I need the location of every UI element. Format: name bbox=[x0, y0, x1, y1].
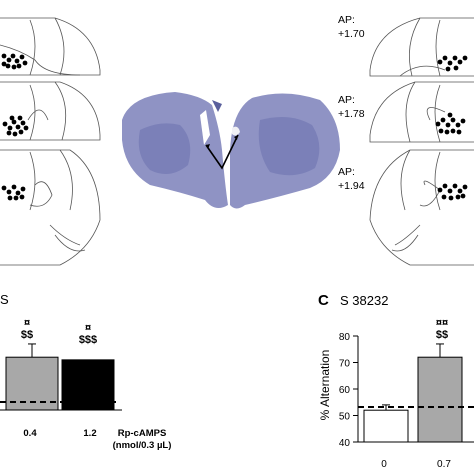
panel-c-letter: C bbox=[318, 292, 329, 309]
left-atlas-sections bbox=[0, 17, 101, 266]
panel-c-bar-2 bbox=[417, 356, 463, 443]
panel-c-y-tick-label: 40 bbox=[339, 438, 351, 449]
panel-c-annot-symbol: ¤¤ bbox=[436, 317, 448, 329]
ap-value-3: +1.94 bbox=[338, 180, 365, 192]
panel-c-y-label: % Alternation bbox=[318, 350, 332, 421]
panel-c-y-tick-label: 70 bbox=[339, 359, 351, 370]
panel-b-x-tick-2: 1.2 bbox=[83, 428, 96, 439]
left-injection-dots bbox=[1, 53, 29, 201]
panel-b-drug-label: Rp-cAMPS bbox=[118, 428, 167, 439]
panel-c-x-tick-1: 0 bbox=[381, 459, 387, 470]
right-atlas-sections bbox=[369, 17, 474, 266]
panel-b-annot-1-sub: $$ bbox=[21, 329, 33, 341]
histology-arrow bbox=[205, 134, 239, 170]
panel-b-annot-2-sub: $$$ bbox=[79, 334, 97, 346]
ap-label-2: AP: bbox=[338, 94, 355, 106]
left-section-3-outline bbox=[0, 149, 101, 266]
panel-b-annot-1-symbol: ¤ bbox=[24, 317, 30, 329]
left-section-2-outline bbox=[0, 81, 101, 141]
panel-c-annot-sub: $$ bbox=[436, 329, 448, 341]
right-injection-dots bbox=[435, 55, 468, 201]
panel-c-y-tick-label: 80 bbox=[339, 332, 351, 343]
ap-label-3: AP: bbox=[338, 166, 355, 178]
panel-b-dose-label: (nmol/0.3 µL) bbox=[113, 440, 172, 451]
ap-value-2: +1.78 bbox=[338, 108, 365, 120]
panel-c: C S 38232 % Alternation 40 50 60 70 80 ¤¤ $$… bbox=[318, 292, 474, 470]
panel-c-y-tick-label: 60 bbox=[339, 385, 351, 396]
panel-c-bar-1 bbox=[363, 409, 409, 443]
left-section-1-outline bbox=[0, 17, 101, 76]
panel-b-annot-2-symbol: ¤ bbox=[85, 322, 91, 334]
panel-c-y-tick-label: 50 bbox=[339, 412, 351, 423]
ap-value-1: +1.70 bbox=[338, 28, 365, 40]
panel-c-x-tick-2: 0.7 bbox=[437, 459, 451, 470]
panel-b-x-tick-1: 0.4 bbox=[23, 428, 37, 439]
panel-b: S ¤ $$ ¤ $$$ 0.4 1.2 Rp-cAMPS (nmol/0.3 … bbox=[0, 292, 171, 451]
histology-section-image bbox=[122, 92, 340, 209]
ap-labels: AP: +1.70 AP: +1.78 AP: +1.94 bbox=[338, 14, 365, 192]
ap-label-1: AP: bbox=[338, 14, 355, 26]
panel-c-title: S 38232 bbox=[340, 293, 388, 308]
panel-b-bar-2 bbox=[61, 359, 115, 411]
panel-b-title: S bbox=[0, 292, 9, 307]
